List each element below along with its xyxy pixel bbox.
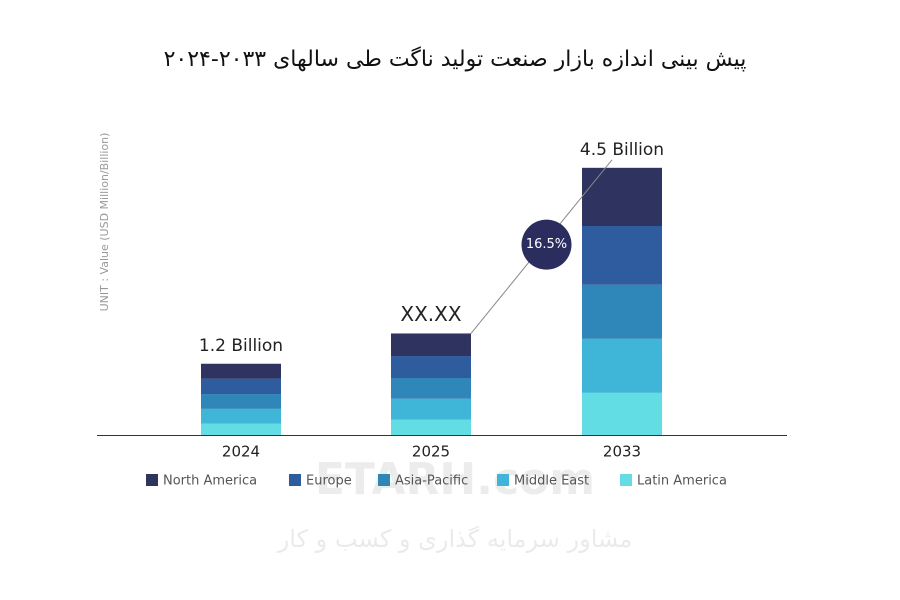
bar-segment xyxy=(201,423,281,435)
watermark: مشاور سرمایه گذاری و کسب و کار xyxy=(277,525,633,553)
legend-swatch xyxy=(378,474,390,486)
chart-title: پیش بینی اندازه بازار صنعت تولید ناگت طی… xyxy=(164,46,747,72)
legend-swatch xyxy=(497,474,509,486)
watermark: ETARH.com xyxy=(315,454,595,505)
legend-label: Europe xyxy=(306,474,352,489)
bar-segment xyxy=(582,226,662,285)
bar-segment xyxy=(391,378,471,399)
legend-swatch xyxy=(289,474,301,486)
annotation-bubble xyxy=(521,219,572,270)
x-tick-label: 2024 xyxy=(222,443,260,461)
legend-swatch xyxy=(146,474,158,486)
bar-segment xyxy=(391,333,471,357)
bar-segment xyxy=(582,392,662,435)
bar-segment xyxy=(201,394,281,409)
legend-label: Middle East xyxy=(514,474,589,489)
bar-segment xyxy=(582,338,662,393)
legend-swatch xyxy=(620,474,632,486)
bar-segment xyxy=(201,378,281,395)
bar-segment xyxy=(201,408,281,424)
bar-segment xyxy=(582,284,662,339)
legend-label: Latin America xyxy=(637,474,727,489)
bar-segment xyxy=(391,419,471,435)
bar-segment xyxy=(582,167,662,226)
total-label: XX.XX xyxy=(400,302,461,326)
x-tick-label: 2025 xyxy=(412,443,450,461)
x-tick-label: 2033 xyxy=(603,443,641,461)
bar-segment xyxy=(391,356,471,378)
legend-label: Asia-Pacific xyxy=(395,474,468,489)
total-label: 4.5 Billion xyxy=(580,140,664,160)
bar-segment xyxy=(201,363,281,379)
annotation: 16.5% xyxy=(526,237,567,252)
bar-segment xyxy=(391,398,471,420)
y-axis-label: UNIT : Value (USD Million/Billion) xyxy=(98,133,111,312)
legend-label: North America xyxy=(163,474,257,489)
total-label: 1.2 Billion xyxy=(199,336,283,356)
